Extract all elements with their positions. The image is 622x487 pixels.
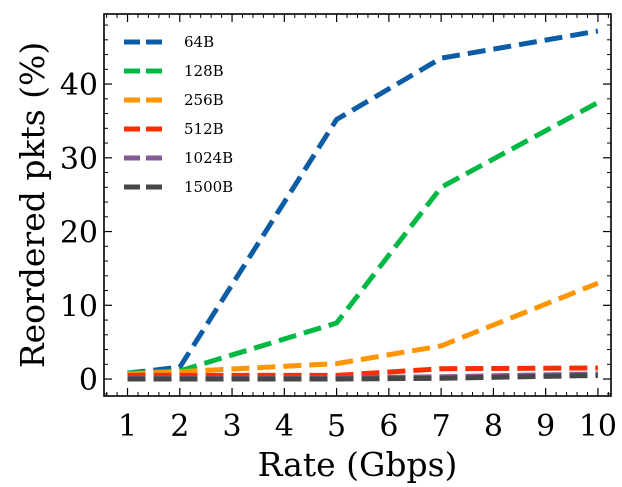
x-tick-label: 10 <box>579 409 617 444</box>
x-tick-label: 6 <box>379 409 398 444</box>
y-tick-label: 10 <box>60 289 98 324</box>
series-line-64B <box>127 28 599 376</box>
series-line-1500B <box>127 372 598 382</box>
plot-frame <box>103 13 612 397</box>
legend-label-64B: 64B <box>184 33 214 51</box>
x-tick-label: 1 <box>118 409 137 444</box>
y-axis-label: Reordered pkts (%) <box>13 42 52 369</box>
legend-label-1500B: 1500B <box>184 178 233 196</box>
legend-label-128B: 128B <box>184 62 224 80</box>
y-tick-label: 20 <box>60 216 98 251</box>
legend-label-256B: 256B <box>184 91 224 109</box>
x-axis-label: Rate (Gbps) <box>258 445 458 484</box>
legend: 64B 128B 256B 512B 1024B 1500B <box>124 33 233 196</box>
y-tick-label: 0 <box>79 363 98 398</box>
axis-ticks: 1 2 3 4 5 6 7 8 9 10 0 10 20 30 40 <box>60 14 617 444</box>
y-tick-label: 40 <box>60 68 98 103</box>
x-tick-label: 8 <box>484 409 503 444</box>
legend-label-512B: 512B <box>184 120 224 138</box>
series-line-128B <box>127 100 600 376</box>
x-tick-label: 9 <box>536 409 555 444</box>
x-tick-label: 5 <box>327 409 346 444</box>
x-tick-label: 2 <box>170 409 189 444</box>
x-tick-label: 3 <box>223 409 242 444</box>
series-lines <box>127 28 600 382</box>
series-line-256B <box>127 280 599 377</box>
x-tick-label: 7 <box>432 409 451 444</box>
legend-label-1024B: 1024B <box>184 149 233 167</box>
y-tick-label: 30 <box>60 142 98 177</box>
x-tick-label: 4 <box>275 409 294 444</box>
